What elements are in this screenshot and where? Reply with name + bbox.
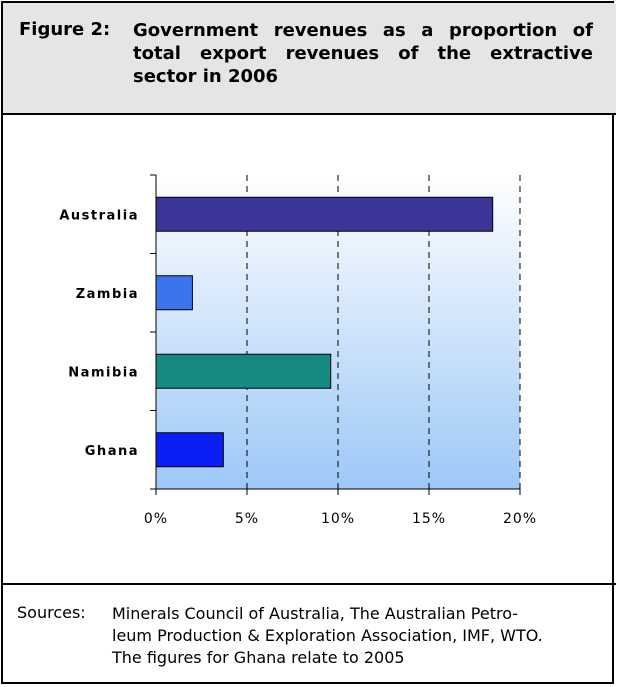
sources-line: leum Production & Exploration Associatio…	[112, 626, 543, 645]
category-label: Zambia	[76, 287, 139, 302]
category-label: Namibia	[68, 365, 139, 380]
x-tick-label: 5%	[235, 511, 259, 527]
x-tick-label: 10%	[321, 511, 355, 527]
figure-header: Figure 2: Government revenues as a propo…	[3, 3, 616, 115]
sources-footer: Sources: Minerals Council of Australia, …	[3, 583, 616, 686]
sources-line: Minerals Council of Australia, The Austr…	[112, 604, 519, 623]
x-tick-label: 20%	[503, 511, 537, 527]
sources-text: Minerals Council of Australia, The Austr…	[112, 603, 596, 669]
bar-namibia	[155, 353, 332, 389]
sources-label: Sources:	[17, 603, 86, 622]
x-tick-label: 0%	[144, 511, 168, 527]
bar-zambia	[155, 275, 193, 311]
chart-area: Australia Zambia Namibia Ghana 0% 5% 10% 15% 20%	[3, 115, 616, 583]
category-label: Ghana	[85, 444, 139, 459]
sources-line: The figures for Ghana relate to 2005	[112, 648, 405, 667]
category-label: Australia	[59, 208, 139, 223]
bar-ghana	[155, 432, 224, 468]
figure-title: Government revenues as a proportion of t…	[133, 20, 593, 87]
bar-chart: Australia Zambia Namibia Ghana 0% 5% 10% 15% 20%	[59, 174, 537, 527]
bar-australia	[155, 196, 494, 232]
x-tick-label: 15%	[412, 511, 446, 527]
figure-label: Figure 2:	[19, 19, 111, 40]
